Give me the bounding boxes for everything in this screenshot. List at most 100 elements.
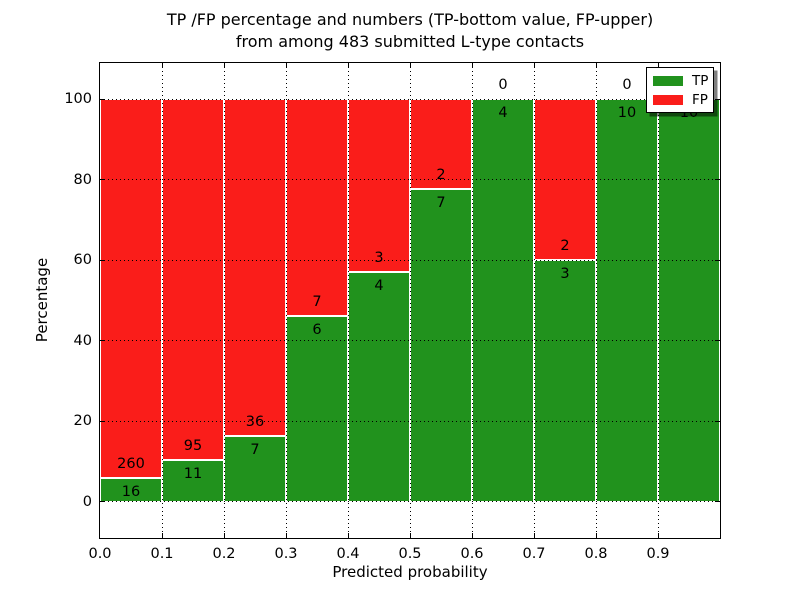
bar-segment-tp-0.6-0.7 [472,99,534,502]
xtick-label-0.2: 0.2 [212,546,236,562]
bar-segment-fp-0.1-0.2 [162,99,224,460]
xtick-mark-bottom-0.4 [347,533,349,538]
ytick-mark-right-0 [715,501,720,503]
tp-count-label-0.3-0.4: 6 [312,321,322,338]
xtick-label-0.4: 0.4 [336,546,360,562]
gridline-x-0.6 [471,63,473,538]
ytick-mark-right-60 [715,259,720,261]
legend-label-tp: TP [692,72,709,89]
fp-count-label-0.2-0.3: 36 [245,414,265,431]
xtick-label-0.6: 0.6 [460,546,484,562]
bar-segment-fp-0.2-0.3 [224,99,286,437]
legend-swatch-fp [653,94,683,105]
tp-count-label-0.4-0.5: 4 [374,277,384,294]
legend-swatch-tp [653,75,683,86]
fp-count-label-0.1-0.2: 95 [183,437,203,454]
gridline-y-80 [100,179,720,181]
chart-title: TP /FP percentage and numbers (TP-bottom… [100,9,720,53]
ytick-label-40: 40 [73,332,92,349]
bar-segment-fp-0.4-0.5 [348,99,410,272]
gridline-x-0.5 [409,63,411,538]
ytick-label-0: 0 [82,493,92,510]
legend-entry-fp: FP [647,93,713,107]
xtick-mark-top-0.4 [347,63,349,68]
x-axis-label: Predicted probability [332,563,488,581]
xtick-label-0.8: 0.8 [584,546,608,562]
gridline-y-100 [100,98,720,100]
ytick-label-20: 20 [73,413,92,430]
xtick-label-0.9: 0.9 [646,546,670,562]
fp-count-label-0.3-0.4: 7 [312,293,322,310]
ytick-mark-right-100 [715,98,720,100]
ytick-mark-right-40 [715,340,720,342]
fp-count-label-0.4-0.5: 3 [374,249,384,266]
gridline-x-0.3 [285,63,287,538]
xtick-mark-top-0.7 [533,63,535,68]
bar-segment-fp-0.3-0.4 [286,99,348,316]
chart-title-line-2: from among 483 submitted L-type contacts [235,32,585,51]
bar-segment-fp-0.5-0.6 [410,99,472,189]
ytick-mark-right-80 [715,179,720,181]
gridline-y-60 [100,259,720,261]
xtick-mark-top-0.2 [223,63,225,68]
xtick-mark-bottom-0.5 [409,533,411,538]
tp-count-label-0.7-0.8: 3 [560,266,570,283]
fp-count-label-0.6-0.7: 0 [498,77,508,94]
gridline-x-0.1 [161,63,163,538]
gridline-x-0.8 [595,63,597,538]
xtick-mark-top-0.3 [285,63,287,68]
bar-segment-tp-0.3-0.4 [286,315,348,502]
ytick-mark-left-20 [100,420,105,422]
fp-count-label-0.7-0.8: 2 [560,238,570,255]
plot-area: 260 16 95 11 36 7 7 6 3 4 2 7 0 4 2 3 0 100 10 0.0 0.1 0.2 0.… [64,62,721,562]
gridline-y-20 [100,420,720,422]
bar-segment-fp-0.0-0.1 [100,99,162,479]
ytick-mark-right-20 [715,420,720,422]
gridline-y-40 [100,340,720,342]
fp-count-label-0.8-0.9: 0 [622,77,632,94]
gridline-x-0.2 [223,63,225,538]
bar-segment-tp-0.4-0.5 [348,271,410,502]
tp-count-label-0.5-0.6: 7 [436,194,446,211]
tp-count-label-0.1-0.2: 11 [183,465,203,482]
xtick-mark-top-0.6 [471,63,473,68]
ytick-label-100: 100 [64,91,92,108]
bar-segment-tp-0.5-0.6 [410,188,472,502]
ytick-label-60: 60 [73,252,92,269]
xtick-label-0.1: 0.1 [150,546,174,562]
xtick-label-0.5: 0.5 [398,546,422,562]
ytick-label-80: 80 [73,171,92,188]
ytick-mark-left-40 [100,340,105,342]
xtick-mark-top-0.9 [657,63,659,68]
tp-count-label-0.8-0.9: 10 [617,105,637,122]
bar-segment-tp-0.9-1.0 [658,99,720,502]
bar-segment-tp-0.8-0.9 [596,99,658,502]
ytick-mark-left-60 [100,259,105,261]
xtick-mark-bottom-0.7 [533,533,535,538]
fp-count-label-0.5-0.6: 2 [436,166,446,183]
tp-count-label-0.6-0.7: 4 [498,105,508,122]
xtick-mark-bottom-0.3 [285,533,287,538]
chart-title-line-1: TP /FP percentage and numbers (TP-bottom… [166,10,654,29]
ytick-mark-left-80 [100,179,105,181]
gridline-x-0.9 [657,63,659,538]
xtick-label-0.7: 0.7 [522,546,546,562]
fp-count-label-0.0-0.1: 260 [117,456,145,473]
xtick-label-0.3: 0.3 [274,546,298,562]
xtick-mark-top-0.8 [595,63,597,68]
ytick-mark-left-100 [100,98,105,100]
xtick-mark-bottom-0.8 [595,533,597,538]
legend-label-fp: FP [692,91,708,108]
tp-count-label-0.0-0.1: 16 [121,484,141,501]
y-axis-label: Percentage [33,257,51,343]
ytick-mark-left-0 [100,501,105,503]
tp-count-label-0.2-0.3: 7 [250,442,260,459]
legend: TP FP [646,67,714,113]
xtick-mark-bottom-0.2 [223,533,225,538]
xtick-label-0.0: 0.0 [88,546,112,562]
gridline-x-0.4 [347,63,349,538]
bar-segment-tp-0.2-0.3 [224,436,286,502]
legend-entry-tp: TP [647,74,713,88]
gridline-y-0 [100,501,720,503]
xtick-mark-bottom-0.9 [657,533,659,538]
